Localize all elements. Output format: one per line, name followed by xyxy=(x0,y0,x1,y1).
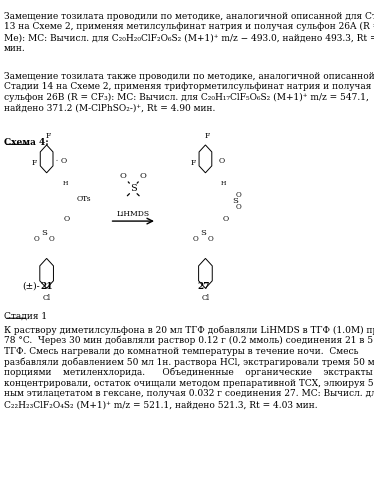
Text: S: S xyxy=(200,229,206,237)
Text: найдено 371.2 (M-ClPhSO₂-)⁺, Rt = 4.90 мин.: найдено 371.2 (M-ClPhSO₂-)⁺, Rt = 4.90 м… xyxy=(4,104,215,113)
Text: O: O xyxy=(49,235,55,243)
Text: OTs: OTs xyxy=(77,195,91,203)
Text: C₂₂H₂₃ClF₂O₄S₂ (M+1)⁺ m/z = 521.1, найдено 521.3, Rt = 4.03 мин.: C₂₂H₂₃ClF₂O₄S₂ (M+1)⁺ m/z = 521.1, найде… xyxy=(4,400,318,409)
Text: 13 на Схеме 2, применяя метилсульфинат натрия и получая сульфон 26A (R =: 13 на Схеме 2, применяя метилсульфинат н… xyxy=(4,22,374,31)
Text: O: O xyxy=(236,191,241,199)
Text: H: H xyxy=(221,181,226,186)
Text: O: O xyxy=(140,172,147,180)
Text: F: F xyxy=(204,132,209,140)
Text: O: O xyxy=(64,215,70,223)
Text: сульфон 26B (R = CF₃): МС: Вычисл. для C₂₀H₁₇ClF₅O₆S₂ (M+1)⁺ m/z = 547.1,: сульфон 26B (R = CF₃): МС: Вычисл. для C… xyxy=(4,93,369,102)
Text: Замещение тозилата также проводили по методике, аналогичной описанной для: Замещение тозилата также проводили по ме… xyxy=(4,71,374,80)
Text: Замещение тозилата проводили по методике, аналогичной описанной для Стадии: Замещение тозилата проводили по методике… xyxy=(4,11,374,20)
Text: S: S xyxy=(233,197,239,205)
Text: 78 °C.  Через 30 мин добавляли раствор 0.12 г (0.2 ммоль) соединения 21 в 5 мл: 78 °C. Через 30 мин добавляли раствор 0.… xyxy=(4,336,374,345)
Text: S: S xyxy=(130,184,137,193)
Text: O: O xyxy=(223,215,229,223)
Text: (±)-: (±)- xyxy=(22,282,40,291)
Text: К раствору диметилсульфона в 20 мл ТГФ добавляли LiHMDS в ТГФ (1.0М) при -: К раствору диметилсульфона в 20 мл ТГФ д… xyxy=(4,325,374,335)
Text: O: O xyxy=(192,235,198,243)
Text: F: F xyxy=(190,159,196,167)
Text: ТГФ. Смесь нагревали до комнатной температуры в течение ночи.  Смесь: ТГФ. Смесь нагревали до комнатной темпер… xyxy=(4,346,358,356)
Text: Стадия 1: Стадия 1 xyxy=(4,312,47,321)
Text: Cl: Cl xyxy=(43,294,51,302)
Text: разбавляли добавлением 50 мл 1н. раствора HCl, экстрагировали тремя 50 мл: разбавляли добавлением 50 мл 1н. раствор… xyxy=(4,357,374,367)
Text: 21: 21 xyxy=(40,282,53,291)
Text: Cl: Cl xyxy=(201,294,209,302)
Text: O: O xyxy=(120,172,127,180)
Text: Me): МС: Вычисл. для C₂₀H₂₀ClF₂O₆S₂ (M+1)⁺ m/z − 493.0, найдено 493.3, Rt = 4.14: Me): МС: Вычисл. для C₂₀H₂₀ClF₂O₆S₂ (M+1… xyxy=(4,33,374,42)
Text: S: S xyxy=(41,229,47,237)
Text: F: F xyxy=(45,132,50,140)
Text: LiHMDS: LiHMDS xyxy=(117,210,150,218)
Text: 27: 27 xyxy=(198,282,210,291)
Text: Стадии 14 на Схеме 2, применяя трифторметилсульфинат натрия и получая: Стадии 14 на Схеме 2, применяя трифторме… xyxy=(4,82,371,91)
Text: F: F xyxy=(31,159,37,167)
Text: порциями    метиленхлорида.      Объединенные    органические    экстракты: порциями метиленхлорида. Объединенные ор… xyxy=(4,368,373,377)
Text: концентрировали, остаток очищали методом препаративной ТСХ, элюируя 50%-: концентрировали, остаток очищали методом… xyxy=(4,379,374,388)
Text: H: H xyxy=(62,181,68,186)
Text: мин.: мин. xyxy=(4,44,25,53)
Text: O: O xyxy=(236,203,241,211)
Text: O: O xyxy=(208,235,213,243)
Text: O: O xyxy=(34,235,39,243)
Text: O: O xyxy=(61,157,67,165)
Text: O: O xyxy=(218,157,225,165)
Text: ным этилацетатом в гексане, получая 0.032 г соединения 27. МС: Вычисл. для: ным этилацетатом в гексане, получая 0.03… xyxy=(4,389,374,398)
Text: Схема 4:: Схема 4: xyxy=(4,138,49,147)
